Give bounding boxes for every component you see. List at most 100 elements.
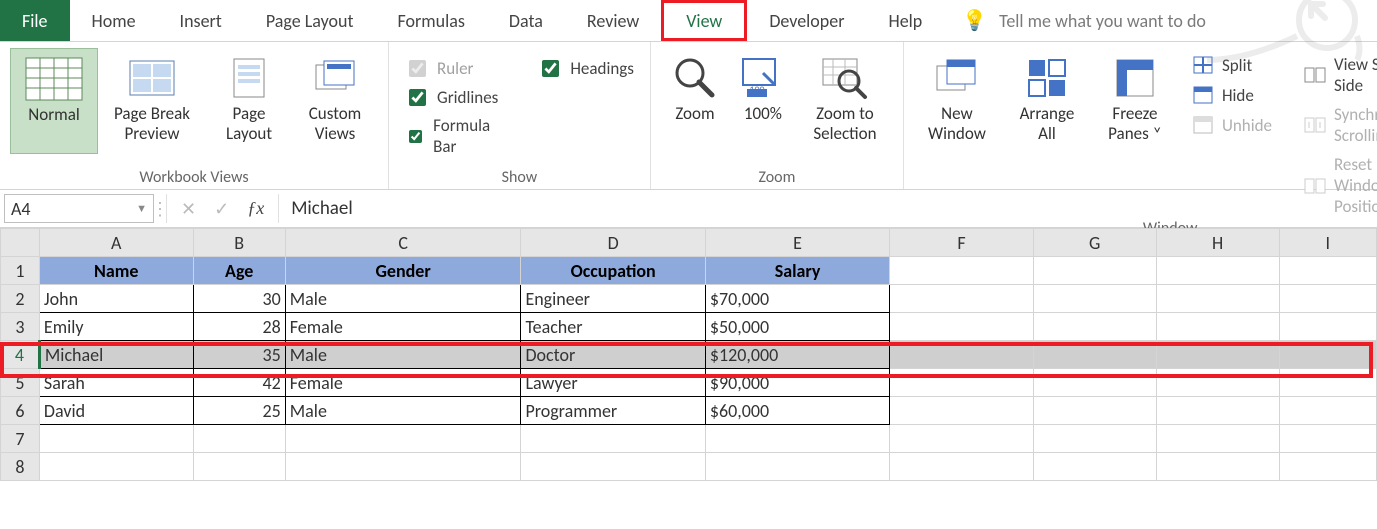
cell[interactable] xyxy=(705,453,889,481)
cell[interactable]: 35 xyxy=(193,341,285,369)
row-header-4[interactable]: 4 xyxy=(1,341,40,369)
tab-home[interactable]: Home xyxy=(70,0,158,41)
cell[interactable] xyxy=(1279,425,1376,453)
enter-formula-icon[interactable]: ✓ xyxy=(214,198,229,220)
formula-bar-checkbox[interactable]: Formula Bar xyxy=(399,112,504,160)
cell[interactable] xyxy=(890,453,1033,481)
cell[interactable] xyxy=(1156,369,1279,397)
cell[interactable] xyxy=(705,425,889,453)
cell[interactable] xyxy=(890,313,1033,341)
cell[interactable] xyxy=(890,425,1033,453)
page-layout-button[interactable]: Page Layout xyxy=(206,48,292,152)
hide-button[interactable]: Hide xyxy=(1188,84,1276,106)
row-header-6[interactable]: 6 xyxy=(1,397,40,425)
cell[interactable] xyxy=(1156,397,1279,425)
cell[interactable]: $90,000 xyxy=(705,369,889,397)
normal-view-button[interactable]: Normal xyxy=(10,48,98,154)
cell[interactable] xyxy=(1033,341,1156,369)
table-header-cell[interactable]: Gender xyxy=(285,257,521,285)
cell[interactable]: Lawyer xyxy=(521,369,705,397)
gridlines-checkbox[interactable]: Gridlines xyxy=(399,83,504,112)
cell[interactable]: Sarah xyxy=(39,369,193,397)
table-header-cell[interactable]: Salary xyxy=(705,257,889,285)
cell[interactable] xyxy=(193,453,285,481)
name-box[interactable]: A4 ▼ xyxy=(4,194,154,223)
new-window-button[interactable]: New Window xyxy=(914,48,1000,152)
cell[interactable]: 28 xyxy=(193,313,285,341)
row-header-3[interactable]: 3 xyxy=(1,313,40,341)
col-header-D[interactable]: D xyxy=(521,229,705,257)
split-button[interactable]: Split xyxy=(1188,54,1276,76)
cell[interactable] xyxy=(1156,341,1279,369)
cell[interactable] xyxy=(1156,453,1279,481)
cell[interactable] xyxy=(1279,313,1376,341)
table-header-cell[interactable]: Name xyxy=(39,257,193,285)
cell[interactable] xyxy=(1033,285,1156,313)
cell[interactable] xyxy=(521,453,705,481)
zoom-100-button[interactable]: 100 100% xyxy=(729,48,797,152)
select-all-corner[interactable] xyxy=(1,229,40,257)
row-header-7[interactable]: 7 xyxy=(1,425,40,453)
cell[interactable] xyxy=(1033,453,1156,481)
cell[interactable] xyxy=(1033,397,1156,425)
col-header-C[interactable]: C xyxy=(285,229,521,257)
cell[interactable]: Doctor xyxy=(521,341,705,369)
cell[interactable]: Female xyxy=(285,313,521,341)
cell[interactable] xyxy=(39,453,193,481)
cell[interactable]: $50,000 xyxy=(705,313,889,341)
cell[interactable]: $60,000 xyxy=(705,397,889,425)
row-header-1[interactable]: 1 xyxy=(1,257,40,285)
col-header-F[interactable]: F xyxy=(890,229,1033,257)
headings-checkbox[interactable]: Headings xyxy=(532,54,640,83)
cell[interactable]: Teacher xyxy=(521,313,705,341)
cell[interactable] xyxy=(1156,313,1279,341)
tab-data[interactable]: Data xyxy=(487,0,565,41)
cell[interactable] xyxy=(1033,313,1156,341)
cell[interactable] xyxy=(1279,285,1376,313)
cell[interactable]: 25 xyxy=(193,397,285,425)
cell[interactable] xyxy=(1033,425,1156,453)
col-header-E[interactable]: E xyxy=(705,229,889,257)
col-header-G[interactable]: G xyxy=(1033,229,1156,257)
cell[interactable]: John xyxy=(39,285,193,313)
cell[interactable]: Male xyxy=(285,341,521,369)
cell[interactable]: Female xyxy=(285,369,521,397)
cancel-formula-icon[interactable]: ✕ xyxy=(181,198,196,220)
view-side-by-side-button[interactable]: View Side by Side xyxy=(1300,54,1377,96)
cell[interactable] xyxy=(1279,453,1376,481)
custom-views-button[interactable]: Custom Views xyxy=(292,48,378,152)
col-header-B[interactable]: B xyxy=(193,229,285,257)
tab-page-layout[interactable]: Page Layout xyxy=(244,0,376,41)
row-header-2[interactable]: 2 xyxy=(1,285,40,313)
cell-grid[interactable]: ABCDEFGHI 1NameAgeGenderOccupationSalary 2… xyxy=(0,228,1377,481)
freeze-panes-button[interactable]: Freeze Panes ˅ xyxy=(1094,48,1176,152)
col-header-A[interactable]: A xyxy=(39,229,193,257)
tab-developer[interactable]: Developer xyxy=(747,0,866,41)
zoom-button[interactable]: Zoom xyxy=(661,48,729,152)
cell[interactable]: Emily xyxy=(39,313,193,341)
cell[interactable]: David xyxy=(39,397,193,425)
cell[interactable] xyxy=(890,397,1033,425)
fx-icon[interactable]: ƒx xyxy=(247,198,264,219)
col-header-I[interactable]: I xyxy=(1279,229,1376,257)
table-header-cell[interactable]: Age xyxy=(193,257,285,285)
formula-input[interactable]: Michael xyxy=(279,190,1377,227)
col-header-H[interactable]: H xyxy=(1156,229,1279,257)
cell[interactable] xyxy=(285,425,521,453)
tab-review[interactable]: Review xyxy=(565,0,661,41)
cell[interactable]: Male xyxy=(285,397,521,425)
cell[interactable]: 42 xyxy=(193,369,285,397)
cell[interactable]: $120,000 xyxy=(705,341,889,369)
zoom-to-selection-button[interactable]: Zoom to Selection xyxy=(797,48,893,152)
cell[interactable] xyxy=(1156,285,1279,313)
name-box-dropdown-icon[interactable]: ▼ xyxy=(136,202,147,215)
cell[interactable] xyxy=(1279,341,1376,369)
file-tab[interactable]: File xyxy=(0,0,70,41)
cell[interactable]: 30 xyxy=(193,285,285,313)
tab-view[interactable]: View xyxy=(661,0,747,41)
tab-insert[interactable]: Insert xyxy=(158,0,244,41)
table-header-cell[interactable]: Occupation xyxy=(521,257,705,285)
tab-help[interactable]: Help xyxy=(866,0,944,41)
cell[interactable] xyxy=(285,453,521,481)
cell[interactable] xyxy=(193,425,285,453)
